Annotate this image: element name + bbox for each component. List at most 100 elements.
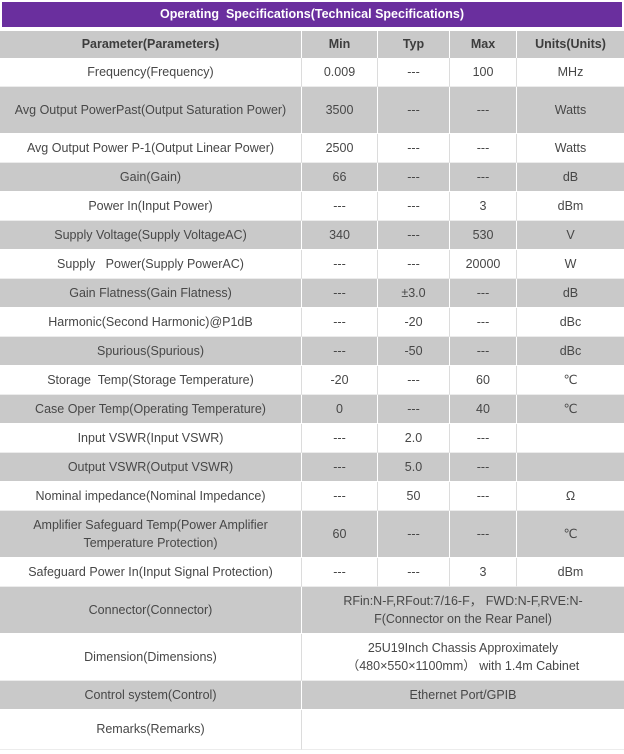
param-cell: Dimension(Dimensions): [0, 634, 302, 681]
param-cell: Connector(Connector): [0, 587, 302, 634]
min-cell: ---: [302, 558, 378, 587]
param-cell: Supply Power(Supply PowerAC): [0, 250, 302, 279]
param-cell: Spurious(Spurious): [0, 337, 302, 366]
table-row: Supply Power(Supply PowerAC) --- --- 20000 W: [0, 250, 624, 279]
table-row: Amplifier Safeguard Temp(Power Amplifier…: [0, 511, 624, 558]
max-cell: 3: [450, 192, 517, 221]
table-row: Dimension(Dimensions) 25U19Inch Chassis A…: [0, 634, 624, 681]
min-cell: ---: [302, 192, 378, 221]
typ-cell: 50: [378, 482, 450, 511]
units-cell: dBc: [517, 337, 624, 366]
max-cell: ---: [450, 482, 517, 511]
units-cell: V: [517, 221, 624, 250]
table-row: Nominal impedance(Nominal Impedance) --- 5…: [0, 482, 624, 511]
max-cell: ---: [450, 87, 517, 134]
max-cell: ---: [450, 511, 517, 558]
typ-cell: ---: [378, 395, 450, 424]
table-row: Input VSWR(Input VSWR) --- 2.0 ---: [0, 424, 624, 453]
max-cell: ---: [450, 163, 517, 192]
table-row: Gain Flatness(Gain Flatness) --- ±3.0 --- dB: [0, 279, 624, 308]
param-cell: Input VSWR(Input VSWR): [0, 424, 302, 453]
typ-cell: ---: [378, 58, 450, 87]
value-span-cell: RFin:N-F,RFout:7/16-F， FWD:N-F,RVE:N-F(C…: [302, 587, 624, 634]
param-cell: Gain Flatness(Gain Flatness): [0, 279, 302, 308]
param-cell: Control system(Control): [0, 681, 302, 710]
column-header-min: Min: [302, 31, 378, 58]
min-cell: 0.009: [302, 58, 378, 87]
units-cell: [517, 424, 624, 453]
param-cell: Output VSWR(Output VSWR): [0, 453, 302, 482]
table-row: Gain(Gain) 66 --- --- dB: [0, 163, 624, 192]
column-header-parameter: Parameter(Parameters): [0, 31, 302, 58]
param-cell: Safeguard Power In(Input Signal Protecti…: [0, 558, 302, 587]
typ-cell: ---: [378, 87, 450, 134]
typ-cell: 2.0: [378, 424, 450, 453]
param-cell: Nominal impedance(Nominal Impedance): [0, 482, 302, 511]
max-cell: ---: [450, 279, 517, 308]
table-row: Harmonic(Second Harmonic)@P1dB --- -20 --- d…: [0, 308, 624, 337]
table-row: Case Oper Temp(Operating Temperature) 0 --…: [0, 395, 624, 424]
table-row: Avg Output Power P-1(Output Linear Power…: [0, 134, 624, 163]
units-cell: ℃: [517, 511, 624, 558]
table-row: Supply Voltage(Supply VoltageAC) 340 --- 53…: [0, 221, 624, 250]
table-row: Connector(Connector) RFin:N-F,RFout:7/16-…: [0, 587, 624, 634]
table-row: Control system(Control) Ethernet Port/GPI…: [0, 681, 624, 710]
param-cell: Remarks(Remarks): [0, 710, 302, 750]
typ-cell: ---: [378, 221, 450, 250]
table-row: Remarks(Remarks): [0, 710, 624, 750]
value-span-cell: [302, 710, 624, 750]
param-cell: Avg Output PowerPast(Output Saturation P…: [0, 87, 302, 134]
min-cell: ---: [302, 337, 378, 366]
spec-table-body: Frequency(Frequency) 0.009 --- 100 MHz Avg Ou…: [0, 58, 624, 750]
param-cell: Case Oper Temp(Operating Temperature): [0, 395, 302, 424]
header-row: Parameter(Parameters) Min Typ Max Units(…: [0, 31, 624, 58]
param-cell: Harmonic(Second Harmonic)@P1dB: [0, 308, 302, 337]
max-cell: 530: [450, 221, 517, 250]
max-cell: 20000: [450, 250, 517, 279]
typ-cell: ±3.0: [378, 279, 450, 308]
typ-cell: ---: [378, 134, 450, 163]
typ-cell: ---: [378, 558, 450, 587]
typ-cell: ---: [378, 366, 450, 395]
param-cell: Supply Voltage(Supply VoltageAC): [0, 221, 302, 250]
typ-cell: -20: [378, 308, 450, 337]
units-cell: dBc: [517, 308, 624, 337]
min-cell: ---: [302, 308, 378, 337]
max-cell: 40: [450, 395, 517, 424]
max-cell: ---: [450, 424, 517, 453]
units-cell: ℃: [517, 366, 624, 395]
typ-cell: ---: [378, 192, 450, 221]
min-cell: 60: [302, 511, 378, 558]
param-cell: Storage Temp(Storage Temperature): [0, 366, 302, 395]
table-row: Output VSWR(Output VSWR) --- 5.0 ---: [0, 453, 624, 482]
spec-table: Parameter(Parameters) Min Typ Max Units(…: [0, 31, 624, 750]
min-cell: 2500: [302, 134, 378, 163]
max-cell: ---: [450, 134, 517, 163]
units-cell: dBm: [517, 558, 624, 587]
min-cell: 340: [302, 221, 378, 250]
column-header-units: Units(Units): [517, 31, 624, 58]
table-row: Frequency(Frequency) 0.009 --- 100 MHz: [0, 58, 624, 87]
typ-cell: ---: [378, 250, 450, 279]
spec-table-header: Parameter(Parameters) Min Typ Max Units(…: [0, 31, 624, 58]
table-row: Avg Output PowerPast(Output Saturation P…: [0, 87, 624, 134]
units-cell: dB: [517, 279, 624, 308]
units-cell: Watts: [517, 87, 624, 134]
param-cell: Amplifier Safeguard Temp(Power Amplifier…: [0, 511, 302, 558]
units-cell: [517, 453, 624, 482]
param-cell: Gain(Gain): [0, 163, 302, 192]
table-row: Storage Temp(Storage Temperature) -20 --- 6…: [0, 366, 624, 395]
min-cell: ---: [302, 279, 378, 308]
units-cell: W: [517, 250, 624, 279]
column-header-typ: Typ: [378, 31, 450, 58]
value-span-cell: 25U19Inch Chassis Approximately （480×550…: [302, 634, 624, 681]
param-cell: Avg Output Power P-1(Output Linear Power…: [0, 134, 302, 163]
units-cell: dB: [517, 163, 624, 192]
param-cell: Frequency(Frequency): [0, 58, 302, 87]
table-row: Power In(Input Power) --- --- 3 dBm: [0, 192, 624, 221]
min-cell: ---: [302, 424, 378, 453]
max-cell: ---: [450, 337, 517, 366]
max-cell: 3: [450, 558, 517, 587]
units-cell: MHz: [517, 58, 624, 87]
min-cell: 0: [302, 395, 378, 424]
